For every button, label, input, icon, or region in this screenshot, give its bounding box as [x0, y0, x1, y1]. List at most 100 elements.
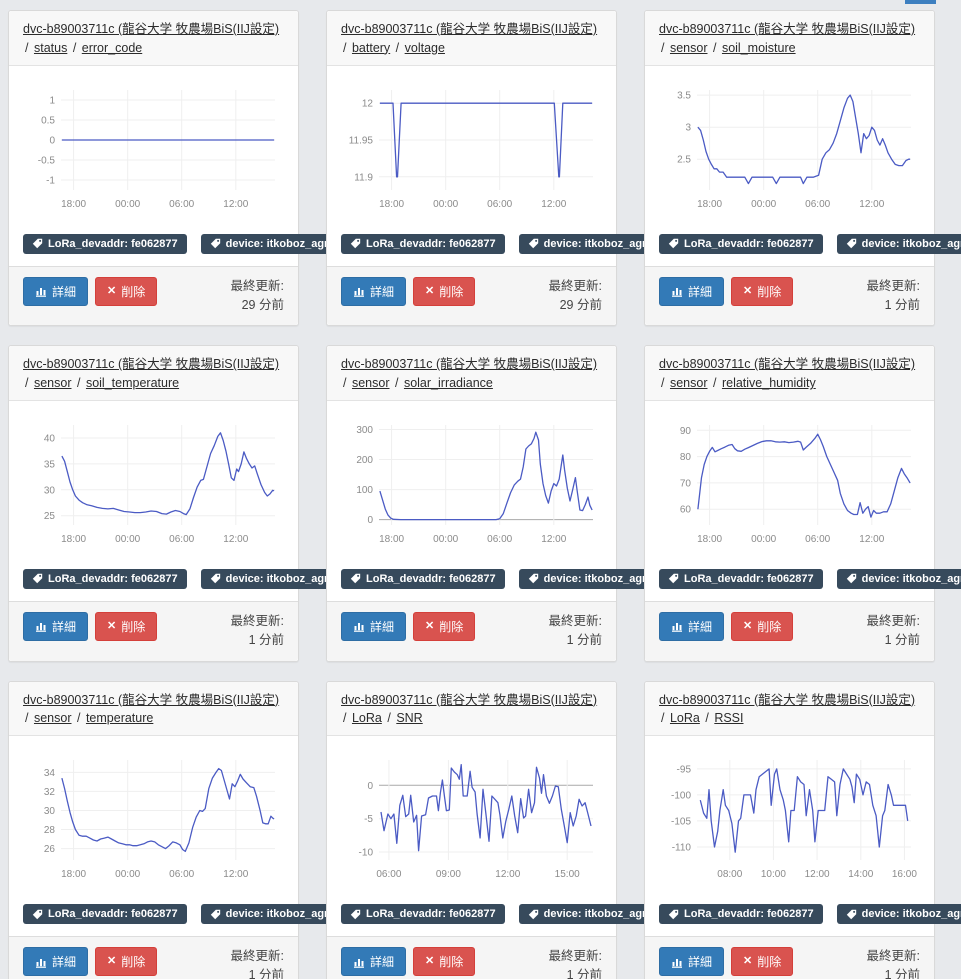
detail-button[interactable]: 詳細: [23, 611, 89, 641]
svg-text:12:00: 12:00: [859, 199, 884, 210]
device-link[interactable]: dvc-b89003711c (龍谷大学 牧農場BiS(IIJ設定): [23, 357, 280, 372]
card-body: 1 0.5 0 -0.5 -1 18:00 00:00 06:00 12:00 LoRa_dev…: [9, 65, 357, 266]
detail-button[interactable]: 詳細: [341, 276, 407, 306]
x-icon: ✕: [425, 284, 435, 297]
tag-icon: [528, 909, 538, 919]
metric-link[interactable]: voltage: [404, 40, 445, 55]
detail-button[interactable]: 詳細: [659, 276, 725, 306]
metric-group-link[interactable]: sensor: [669, 376, 708, 390]
detail-button[interactable]: 詳細: [659, 611, 725, 641]
device-metric-card: dvc-b89003711c (龍谷大学 牧農場BiS(IIJ設定) / sta…: [8, 10, 357, 327]
metric-group-link[interactable]: LoRa: [351, 711, 382, 726]
metric-group-link[interactable]: status: [33, 40, 68, 55]
metric-link[interactable]: relative_humidity: [721, 376, 816, 390]
metric-group-link[interactable]: sensor: [33, 711, 72, 726]
svg-text:28: 28: [44, 825, 56, 836]
delete-button-label: 削除: [439, 955, 464, 969]
svg-text:0: 0: [367, 781, 373, 792]
metric-link[interactable]: RSSI: [714, 711, 744, 726]
last-updated-label: 最終更新:: [548, 278, 602, 293]
tag-device: device: itkoboz_agrilog: [836, 233, 961, 254]
device-metric-card: dvc-b89003711c (龍谷大学 牧農場BiS(IIJ設定) / sen…: [326, 345, 675, 662]
detail-button-label: 詳細: [688, 284, 713, 299]
delete-button[interactable]: ✕ 削除: [95, 276, 158, 306]
device-link[interactable]: dvc-b89003711c (龍谷大学 牧農場BiS(IIJ設定): [341, 22, 598, 36]
detail-button[interactable]: 詳細: [23, 276, 89, 306]
svg-text:00:00: 00:00: [115, 534, 140, 545]
svg-text:0.5: 0.5: [41, 115, 55, 126]
svg-text:00:00: 00:00: [115, 199, 140, 210]
detail-button[interactable]: 詳細: [23, 947, 89, 976]
svg-text:06:00: 06:00: [169, 869, 194, 880]
detail-button[interactable]: 詳細: [341, 947, 407, 976]
device-metric-card: dvc-b89003711c (龍谷大学 牧農場BiS(IIJ設定) / bat…: [326, 10, 675, 327]
last-updated-value: 1 分前: [884, 968, 920, 979]
metric-group-link[interactable]: LoRa: [669, 711, 700, 726]
card-header: dvc-b89003711c (龍谷大学 牧農場BiS(IIJ設定) / LoR…: [327, 681, 616, 736]
device-link[interactable]: dvc-b89003711c (龍谷大学 牧農場BiS(IIJ設定): [23, 692, 280, 707]
delete-button[interactable]: ✕ 削除: [95, 611, 158, 641]
svg-text:200: 200: [356, 455, 373, 466]
delete-button-label: 削除: [121, 955, 146, 969]
metric-group-link[interactable]: battery: [351, 40, 391, 55]
metric-group-link[interactable]: sensor: [669, 40, 708, 55]
svg-text:18:00: 18:00: [61, 869, 86, 880]
device-link[interactable]: dvc-b89003711c (龍谷大学 牧農場BiS(IIJ設定): [23, 22, 280, 36]
tag-label: device: itkoboz_agrilog: [543, 908, 666, 920]
device-link[interactable]: dvc-b89003711c (龍谷大学 牧農場BiS(IIJ設定): [659, 357, 916, 372]
card-header: dvc-b89003711c (龍谷大学 牧農場BiS(IIJ設定) / sta…: [9, 11, 298, 66]
last-updated: 最終更新: 1 分前: [231, 612, 284, 651]
svg-text:12:00: 12:00: [223, 534, 248, 545]
detail-button[interactable]: 詳細: [341, 611, 407, 641]
tag-label: LoRa_devaddr: fe062877: [366, 237, 496, 250]
detail-button-label: 詳細: [370, 955, 395, 969]
metric-group-link[interactable]: sensor: [351, 376, 390, 390]
metric-link[interactable]: solar_irradiance: [403, 376, 493, 390]
tag-label: device: itkoboz_agrilog: [543, 572, 666, 585]
device-link[interactable]: dvc-b89003711c (龍谷大学 牧農場BiS(IIJ設定): [659, 692, 916, 707]
tag-icon: [668, 238, 679, 249]
tags-row: LoRa_devaddr: fe062877 device: itkoboz_a…: [341, 904, 675, 924]
svg-text:-1: -1: [46, 175, 55, 186]
delete-button[interactable]: ✕ 削除: [731, 947, 794, 976]
device-link[interactable]: dvc-b89003711c (龍谷大学 牧農場BiS(IIJ設定): [341, 692, 598, 707]
x-icon: ✕: [425, 955, 435, 967]
device-metric-card: dvc-b89003711c (龍谷大学 牧農場BiS(IIJ設定) / sen…: [8, 345, 357, 662]
delete-button[interactable]: ✕ 削除: [731, 276, 794, 306]
metric-link[interactable]: temperature: [85, 711, 154, 726]
metric-group-link[interactable]: sensor: [33, 376, 72, 390]
delete-button-label: 削除: [439, 619, 464, 634]
delete-button[interactable]: ✕ 削除: [731, 611, 794, 641]
device-metric-card: dvc-b89003711c (龍谷大学 牧農場BiS(IIJ設定) / LoR…: [644, 680, 961, 979]
x-icon: ✕: [107, 619, 117, 632]
delete-button-label: 削除: [439, 284, 464, 299]
delete-button[interactable]: ✕ 削除: [413, 276, 476, 306]
metric-link[interactable]: SNR: [396, 711, 423, 726]
x-icon: ✕: [743, 284, 753, 297]
metric-link[interactable]: soil_moisture: [721, 40, 796, 55]
delete-button[interactable]: ✕ 削除: [413, 947, 476, 976]
svg-text:90: 90: [680, 426, 692, 437]
delete-button[interactable]: ✕ 削除: [413, 611, 476, 641]
device-link[interactable]: dvc-b89003711c (龍谷大学 牧農場BiS(IIJ設定): [341, 357, 598, 372]
toolbar-button-fragment[interactable]: [905, 0, 936, 4]
card-footer: 詳細 ✕ 削除 最終更新: 1 分前: [9, 936, 298, 979]
metric-link[interactable]: soil_temperature: [85, 376, 180, 390]
tag-icon: [32, 238, 43, 249]
detail-button-label: 詳細: [688, 619, 713, 634]
tag-label: LoRa_devaddr: fe062877: [366, 908, 496, 920]
delete-button[interactable]: ✕ 削除: [95, 947, 158, 976]
device-link[interactable]: dvc-b89003711c (龍谷大学 牧農場BiS(IIJ設定): [659, 22, 916, 36]
title-separator: /: [25, 376, 29, 390]
tag-label: device: itkoboz_agrilog: [861, 572, 961, 585]
card-actions: 詳細 ✕ 削除: [341, 611, 476, 641]
tag-label: device: itkoboz_agrilog: [543, 237, 666, 250]
time-series-chart: 12 11.95 11.9 18:00 00:00 06:00 12:00: [349, 89, 593, 210]
x-icon: ✕: [107, 284, 117, 297]
detail-button[interactable]: 詳細: [659, 947, 725, 976]
tag-device: device: itkoboz_agrilog: [200, 904, 357, 924]
card-body: 12 11.95 11.9 18:00 00:00 06:00 12:00 LoRa_dev…: [327, 65, 675, 266]
metric-link[interactable]: error_code: [81, 40, 143, 55]
svg-text:3: 3: [685, 122, 691, 133]
card-body: 300 200 100 0 18:00 00:00 06:00 12:00 LoRa_deva…: [327, 400, 675, 601]
